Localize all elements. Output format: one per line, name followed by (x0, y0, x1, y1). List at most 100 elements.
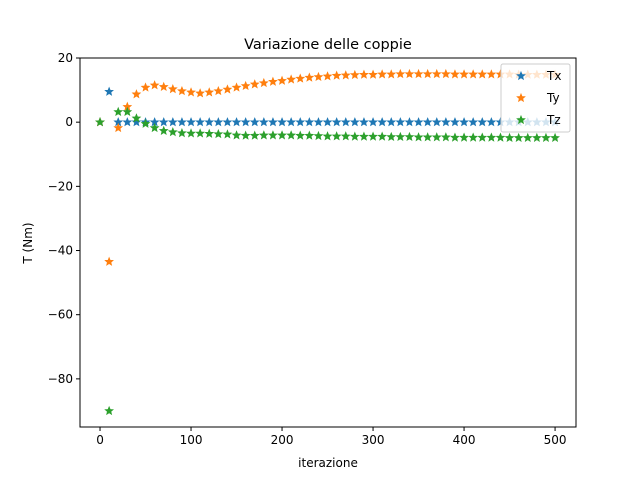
data-point-tz (249, 130, 260, 140)
data-point-tz (513, 132, 524, 143)
data-point-ty (249, 79, 260, 89)
x-axis-ticks: 0 100 200 300 400 500 (96, 427, 567, 447)
x-tick-label: 400 (453, 433, 476, 447)
data-point-tx (450, 117, 460, 127)
data-point-tx (286, 117, 296, 127)
data-point-tx (313, 117, 324, 127)
data-point-tz (131, 113, 142, 123)
data-point-tz (522, 132, 533, 143)
data-point-tx (258, 117, 269, 127)
data-point-tx (340, 117, 351, 127)
legend: Tx Ty Tz (500, 63, 571, 133)
data-point-ty (441, 68, 451, 79)
data-point-tx (477, 117, 488, 127)
data-point-tx (177, 117, 187, 127)
data-point-ty (222, 84, 233, 94)
data-point-ty (413, 68, 424, 79)
data-point-tx (204, 117, 215, 127)
data-point-ty (258, 77, 269, 88)
y-axis-ticks: 20 0 −20 −40 −60 −80 (48, 51, 80, 386)
data-point-ty (104, 256, 114, 266)
data-point-ty (340, 70, 351, 80)
data-point-tz (532, 132, 542, 143)
data-point-tx (231, 117, 242, 127)
data-point-tx (104, 86, 114, 96)
data-point-tz (459, 132, 469, 142)
data-point-ty (486, 69, 497, 79)
data-point-ty (359, 69, 369, 79)
data-point-tz (495, 132, 506, 142)
data-point-ty (231, 82, 242, 92)
legend-label-tx: Tx (546, 69, 561, 83)
data-point-ty (140, 82, 151, 92)
series-tz (95, 106, 560, 416)
data-point-tx (422, 117, 433, 127)
data-point-tx (349, 117, 360, 127)
data-point-ty (431, 68, 442, 79)
data-point-tz (204, 128, 215, 138)
data-point-tz (486, 132, 497, 142)
data-point-tx (359, 117, 369, 127)
legend-marker-ty (516, 92, 526, 103)
data-point-ty (167, 84, 178, 94)
data-point-tx (158, 117, 169, 127)
data-point-tx (249, 117, 260, 127)
data-point-ty (204, 87, 215, 97)
data-point-ty (468, 69, 479, 79)
data-point-tz (468, 132, 479, 142)
data-point-tx (195, 117, 205, 127)
data-point-tx (331, 117, 342, 127)
x-tick-label: 0 (96, 433, 104, 447)
data-point-tz (395, 131, 406, 142)
y-tick-label: −20 (48, 179, 73, 193)
data-point-tz (504, 132, 515, 143)
data-point-ty (404, 68, 415, 79)
data-point-ty (295, 73, 306, 83)
data-point-tz (258, 130, 269, 140)
data-point-ty (268, 76, 278, 86)
data-point-ty (395, 68, 406, 79)
y-axis-label: T (Nm) (21, 222, 35, 264)
data-point-tz (113, 106, 124, 117)
data-point-tx (386, 117, 397, 127)
data-point-ty (349, 69, 360, 80)
data-point-tz (422, 132, 433, 142)
data-point-tz (222, 129, 233, 139)
data-point-ty (240, 80, 251, 91)
data-point-tz (322, 131, 333, 141)
data-point-ty (331, 70, 342, 80)
data-point-tx (322, 117, 333, 127)
data-point-tz (158, 125, 169, 135)
data-point-tz (359, 131, 369, 141)
data-point-ty (422, 68, 433, 79)
x-tick-label: 300 (362, 433, 385, 447)
legend-marker-tx (516, 70, 526, 81)
data-point-tx (222, 117, 233, 127)
data-point-tx (186, 117, 196, 127)
data-point-tx (295, 117, 306, 127)
data-point-tx (431, 117, 442, 127)
data-point-tx (404, 117, 415, 127)
legend-label-tz: Tz (546, 113, 561, 127)
data-point-ty (195, 88, 205, 98)
data-point-tx (368, 117, 378, 127)
data-point-tx (468, 117, 479, 127)
data-point-ty (304, 72, 315, 82)
data-point-tz (386, 131, 397, 142)
x-tick-label: 200 (271, 433, 294, 447)
data-point-ty (377, 69, 388, 79)
data-point-ty (477, 69, 488, 79)
data-point-tz (413, 132, 424, 142)
data-point-ty (459, 69, 469, 79)
x-tick-label: 500 (544, 433, 567, 447)
data-point-tz (404, 131, 415, 142)
data-point-ty (131, 89, 142, 99)
data-point-tz (213, 128, 224, 139)
data-point-tz (195, 128, 205, 138)
data-point-tz (140, 118, 151, 128)
data-point-tz (313, 130, 324, 141)
data-point-tz (450, 132, 460, 142)
legend-label-ty: Ty (546, 91, 560, 105)
data-point-tx (240, 117, 251, 127)
